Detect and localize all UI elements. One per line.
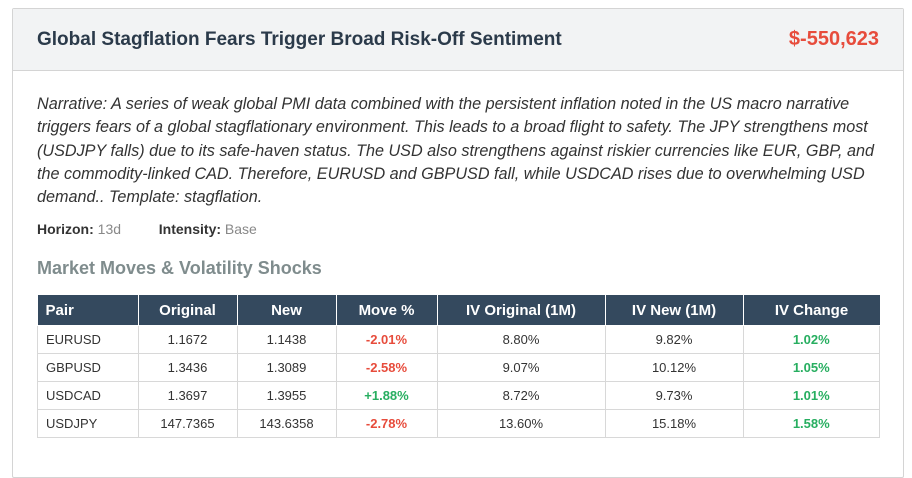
cell-new: 1.1438 <box>236 325 337 355</box>
cell-iv-change: 1.02% <box>742 325 880 355</box>
cell-new: 1.3955 <box>236 381 337 411</box>
cell-pair: USDJPY <box>37 409 139 439</box>
cell-iv-change: 1.05% <box>742 353 880 383</box>
cell-pair: GBPUSD <box>37 353 139 383</box>
cell-original: 1.3436 <box>137 353 238 383</box>
cell-original: 1.3697 <box>137 381 238 411</box>
horizon-label: Horizon: <box>37 221 94 238</box>
column-header-iv-change: IV Change <box>742 295 880 327</box>
cell-move: -2.01% <box>335 325 438 355</box>
cell-iv-change: 1.01% <box>742 381 880 411</box>
card-body: Narrative: A series of weak global PMI d… <box>13 71 903 439</box>
table-row: USDJPY 147.7365 143.6358 -2.78% 13.60% 1… <box>37 409 880 439</box>
intensity-label: Intensity: <box>158 221 222 238</box>
cell-move: -2.58% <box>335 353 438 383</box>
narrative-text: Narrative: A series of weak global PMI d… <box>37 95 875 207</box>
intensity-value: Base <box>224 221 257 238</box>
scenario-card: Global Stagflation Fears Trigger Broad R… <box>12 8 904 478</box>
cell-iv-original: 8.80% <box>436 325 606 355</box>
cell-iv-new: 15.18% <box>604 409 744 439</box>
cell-iv-new: 10.12% <box>604 353 744 383</box>
horizon-value: 13d <box>97 221 122 238</box>
cell-iv-new: 9.73% <box>604 381 744 411</box>
column-header-iv-new: IV New (1M) <box>604 295 744 327</box>
table-header-row: Pair Original New Move % IV Original (1M… <box>37 295 880 327</box>
cell-iv-change: 1.58% <box>742 409 880 439</box>
cell-new: 143.6358 <box>236 409 337 439</box>
column-header-new: New <box>236 295 337 327</box>
table-row: GBPUSD 1.3436 1.3089 -2.58% 9.07% 10.12%… <box>37 353 880 383</box>
cell-pair: USDCAD <box>37 381 139 411</box>
cell-iv-original: 13.60% <box>436 409 606 439</box>
cell-original: 1.1672 <box>137 325 238 355</box>
scenario-pnl: $-550,623 <box>788 28 879 50</box>
column-header-original: Original <box>137 295 238 327</box>
cell-pair: EURUSD <box>37 325 139 355</box>
cell-iv-new: 9.82% <box>604 325 744 355</box>
cell-move: +1.88% <box>335 381 438 411</box>
scenario-meta: Horizon: 13d Intensity: Base <box>37 221 879 237</box>
market-moves-table: Pair Original New Move % IV Original (1M… <box>37 295 880 439</box>
cell-move: -2.78% <box>335 409 438 439</box>
cell-iv-original: 8.72% <box>436 381 606 411</box>
section-title: Market Moves & Volatility Shocks <box>37 258 322 279</box>
cell-original: 147.7365 <box>137 409 238 439</box>
card-header: Global Stagflation Fears Trigger Broad R… <box>13 9 903 71</box>
column-header-iv-original: IV Original (1M) <box>436 295 606 327</box>
cell-iv-original: 9.07% <box>436 353 606 383</box>
column-header-move: Move % <box>335 295 438 327</box>
scenario-title: Global Stagflation Fears Trigger Broad R… <box>37 28 562 50</box>
table-row: EURUSD 1.1672 1.1438 -2.01% 8.80% 9.82% … <box>37 325 880 355</box>
table-row: USDCAD 1.3697 1.3955 +1.88% 8.72% 9.73% … <box>37 381 880 411</box>
column-header-pair: Pair <box>37 295 139 327</box>
cell-new: 1.3089 <box>236 353 337 383</box>
